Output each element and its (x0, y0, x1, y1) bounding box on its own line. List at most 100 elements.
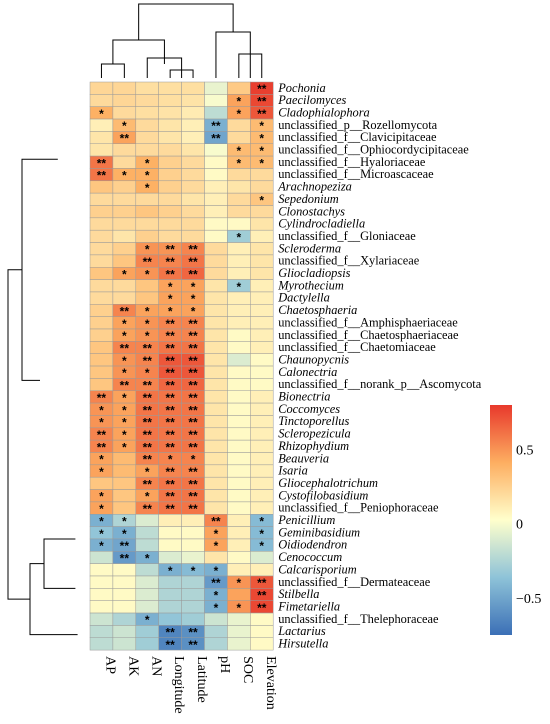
significance-mark: ** (165, 465, 175, 479)
heatmap-cell (181, 81, 205, 95)
heatmap-cell (181, 155, 205, 169)
significance-mark: ** (143, 440, 153, 454)
heatmap-cell (112, 563, 137, 577)
significance-mark: * (99, 527, 104, 541)
row-label: Beauveria (278, 451, 329, 465)
heatmap-cell (227, 378, 251, 391)
significance-mark: * (259, 539, 264, 553)
significance-mark: * (237, 280, 242, 294)
heatmap-cell (89, 378, 114, 391)
heatmap-cell (204, 155, 228, 169)
heatmap-cell (135, 94, 159, 107)
heatmap-cell (158, 94, 182, 107)
significance-mark: ** (165, 490, 175, 504)
row-label: unclassified_f__Clavicipitaceae (278, 130, 437, 144)
significance-mark: ** (143, 502, 153, 516)
heatmap-cell (250, 476, 274, 490)
dendrogram-branch (138, 3, 234, 40)
significance-mark: * (122, 329, 127, 343)
heatmap-cell (181, 118, 205, 132)
heatmap-cell (227, 551, 251, 564)
heatmap-cell (135, 637, 159, 651)
significance-mark: * (99, 403, 104, 417)
heatmap-cell (89, 143, 114, 157)
row-label: Scleroderma (278, 241, 341, 255)
heatmap-cell (158, 612, 182, 626)
heatmap-cell (250, 625, 274, 639)
row-label: Arachnopeziza (277, 180, 352, 194)
heatmap-cell (112, 279, 137, 293)
significance-mark: * (122, 527, 127, 541)
significance-mark: ** (188, 440, 198, 454)
heatmap-cell (204, 390, 228, 404)
significance-mark: ** (211, 514, 221, 528)
heatmap-cell (204, 316, 228, 330)
significance-mark: * (145, 267, 150, 281)
heatmap-cell (181, 514, 205, 527)
row-label: Chaetosphaeria (278, 303, 357, 317)
heatmap-cell (112, 180, 137, 194)
heatmap-cell (204, 106, 228, 120)
heatmap-cell (158, 217, 182, 231)
colorbar-legend: 0.5 0 −0.5 (490, 405, 541, 635)
heatmap-cell (135, 588, 159, 601)
heatmap-cell (89, 254, 114, 268)
heatmap-cell (181, 180, 205, 194)
significance-mark: ** (165, 255, 175, 269)
heatmap-cell (89, 118, 114, 132)
heatmap-cell (227, 192, 251, 206)
heatmap-cell (204, 81, 228, 95)
heatmap-cell (250, 390, 274, 404)
significance-mark: ** (188, 329, 198, 343)
heatmap-cell (112, 106, 137, 120)
significance-mark: ** (165, 329, 175, 343)
heatmap-cell (250, 501, 274, 515)
heatmap-cell (204, 267, 228, 280)
significance-mark: * (145, 366, 150, 380)
significance-mark: ** (211, 576, 221, 590)
significance-mark: * (99, 539, 104, 553)
significance-mark: * (99, 490, 104, 504)
heatmap-cell (204, 279, 228, 293)
heatmap-cell (112, 625, 137, 639)
significance-mark: ** (120, 539, 130, 553)
heatmap-cell (158, 526, 182, 540)
heatmap-cell (89, 612, 114, 626)
significance-mark: ** (143, 255, 153, 269)
significance-mark: ** (165, 354, 175, 368)
heatmap-cell (227, 563, 251, 577)
significance-mark: ** (188, 342, 198, 356)
row-label: Penicillium (277, 513, 335, 527)
heatmap-cell (89, 551, 114, 564)
heatmap-cell (227, 341, 251, 354)
significance-mark: * (145, 243, 150, 257)
significance-mark: * (259, 119, 264, 133)
heatmap-cell (250, 551, 274, 564)
heatmap-cell (204, 192, 228, 206)
heatmap-cell (135, 118, 159, 132)
heatmap-cell (227, 538, 251, 552)
heatmap-cell (89, 328, 114, 342)
row-label: unclassified_f__Gloniaceae (278, 229, 416, 243)
heatmap-cell (158, 205, 182, 219)
row-label: Rhizophydium (277, 439, 349, 453)
significance-mark: * (259, 193, 264, 207)
significance-mark: * (122, 169, 127, 183)
heatmap-cell (112, 637, 137, 651)
dendrogram-branch (21, 158, 58, 381)
heatmap-cell (204, 365, 228, 379)
significance-mark: * (122, 428, 127, 442)
significance-mark: ** (165, 366, 175, 380)
significance-mark: ** (257, 95, 267, 109)
heatmap-cell (112, 452, 137, 466)
row-label: Scleropezicula (278, 427, 351, 441)
heatmap-cell (112, 205, 137, 219)
heatmap-cell (112, 464, 137, 478)
heatmap-cell (89, 316, 114, 330)
heatmap-cell (89, 94, 114, 107)
row-label: Cenococcum (278, 550, 342, 564)
heatmap-cell (204, 415, 228, 429)
significance-mark: ** (165, 428, 175, 442)
significance-mark: * (259, 527, 264, 541)
significance-mark: ** (188, 477, 198, 491)
